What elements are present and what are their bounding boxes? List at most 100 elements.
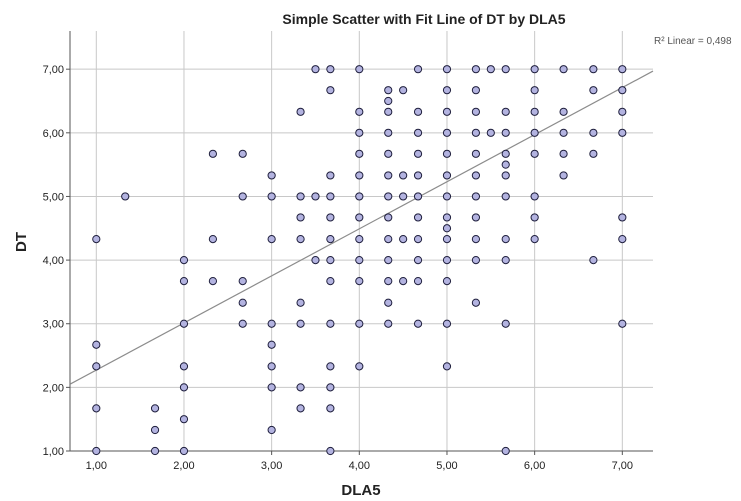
data-point [296, 192, 305, 201]
data-point [530, 234, 539, 244]
data-point [326, 255, 335, 265]
data-point [384, 128, 393, 137]
data-point [471, 213, 481, 222]
data-point [442, 276, 452, 286]
data-point [238, 192, 247, 201]
data-point [326, 234, 335, 244]
data-point [296, 319, 305, 328]
data-point [267, 425, 276, 435]
data-point [355, 149, 364, 158]
data-point [238, 149, 247, 158]
data-point [530, 149, 539, 158]
data-point [399, 234, 408, 244]
data-point [296, 107, 305, 116]
data-point [589, 149, 598, 158]
data-point [267, 340, 276, 349]
data-point [150, 446, 160, 456]
data-point [355, 234, 364, 244]
data-point [150, 425, 160, 435]
data-point [530, 65, 539, 74]
data-point [399, 192, 408, 201]
data-point [208, 234, 218, 244]
data-point [296, 213, 305, 222]
data-point [618, 234, 627, 244]
data-point [471, 298, 481, 307]
data-point [589, 255, 598, 265]
x-tick-label: 6,00 [524, 460, 545, 472]
data-point [326, 192, 335, 201]
data-point [413, 128, 423, 137]
data-point [618, 319, 627, 328]
data-point [384, 96, 393, 106]
data-point [442, 255, 452, 265]
x-axis-title: DLA5 [341, 482, 380, 499]
data-point [326, 383, 335, 392]
data-point [413, 319, 423, 328]
data-point [179, 415, 189, 424]
data-point [471, 234, 481, 244]
data-point [530, 128, 539, 137]
data-point [384, 213, 393, 222]
data-point [442, 149, 452, 158]
data-point [442, 234, 452, 244]
data-point [208, 149, 218, 158]
y-tick-label: 4,00 [43, 255, 64, 267]
data-point [501, 192, 510, 201]
data-point [311, 192, 320, 201]
data-point [501, 160, 510, 169]
data-point [92, 234, 101, 244]
y-tick-label: 7,00 [43, 64, 64, 76]
data-point [121, 192, 130, 201]
data-point [384, 86, 393, 95]
y-tick-label: 5,00 [43, 191, 64, 203]
y-tick-label: 1,00 [43, 446, 64, 458]
data-point [384, 192, 393, 201]
data-point [92, 404, 101, 413]
data-point [442, 319, 452, 328]
fit-line-layer [69, 70, 654, 385]
data-point [355, 362, 364, 371]
data-point [296, 234, 305, 244]
data-point [326, 362, 335, 371]
data-point [326, 319, 335, 328]
data-point [413, 107, 423, 116]
data-point [413, 255, 423, 265]
data-point [238, 276, 247, 286]
data-point [355, 107, 364, 116]
data-point [355, 319, 364, 328]
data-point [486, 65, 495, 74]
data-point [355, 276, 364, 286]
data-point [486, 128, 495, 137]
data-point [442, 107, 452, 116]
data-point [501, 171, 510, 180]
data-point [501, 319, 510, 328]
data-point [355, 65, 364, 74]
data-point [501, 128, 510, 137]
x-tick-label: 2,00 [173, 460, 194, 472]
data-point [471, 192, 481, 201]
data-point [471, 171, 481, 180]
data-point [442, 65, 452, 74]
data-point [442, 362, 452, 371]
data-point [442, 224, 452, 233]
data-point [501, 107, 510, 116]
data-point [399, 276, 408, 286]
data-point [179, 383, 189, 392]
data-point [179, 319, 189, 328]
data-point [384, 107, 393, 116]
data-point [267, 171, 276, 180]
x-tick-label: 4,00 [349, 460, 370, 472]
data-point [530, 213, 539, 222]
data-point [471, 86, 481, 95]
x-tick-label: 1,00 [86, 460, 107, 472]
data-point [559, 171, 568, 180]
data-point [471, 149, 481, 158]
data-point [413, 234, 423, 244]
data-point [384, 234, 393, 244]
data-point [179, 255, 189, 265]
data-point [399, 171, 408, 180]
data-point [238, 319, 247, 328]
data-point [311, 255, 320, 265]
data-point [442, 192, 452, 201]
data-point [92, 362, 101, 371]
